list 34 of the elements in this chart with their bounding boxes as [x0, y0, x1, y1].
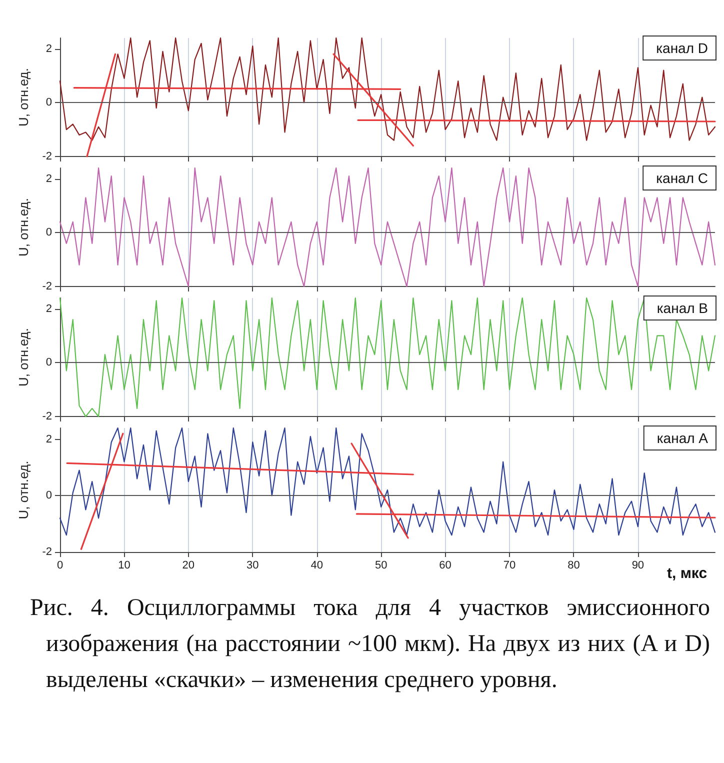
y-tick-label: 0: [46, 226, 52, 239]
series-label: канал B: [656, 300, 708, 316]
y-tick-label: 2: [46, 172, 52, 185]
x-tick-label: 40: [310, 560, 323, 572]
y-tick-label: -2: [42, 280, 52, 292]
y-tick-label: 2: [46, 42, 52, 55]
y-tick-label: -2: [42, 150, 52, 162]
x-tick-label: 30: [246, 560, 259, 572]
y-tick-label: -2: [42, 546, 52, 558]
x-tick-label: 90: [632, 560, 644, 572]
x-axis-title: t, мкс: [667, 565, 708, 582]
y-axis-title: U, отн.ед.: [16, 198, 31, 256]
y-tick-label: -2: [42, 410, 52, 422]
x-tick-label: 70: [503, 560, 516, 572]
x-tick-label: 60: [439, 560, 452, 572]
y-axis-title: U, отн.ед.: [16, 68, 31, 126]
y-tick-label: 0: [46, 490, 52, 502]
y-tick-label: 0: [46, 96, 52, 109]
text: канал A: [656, 430, 709, 446]
series-label: канал D: [656, 40, 708, 56]
x-tick-label: 10: [118, 560, 130, 572]
y-tick-label: 0: [46, 356, 52, 369]
y-axis-title: U, отн.ед.: [16, 460, 31, 520]
line-series: [59, 37, 716, 141]
x-tick-label: 20: [182, 560, 195, 572]
x-tick-label: 0: [56, 560, 64, 572]
y-tick-label: 2: [46, 433, 52, 446]
y-axis-title: U, отн.ед.: [16, 328, 31, 386]
text: Рис. 4. Осциллограммы тока для 4 участков эмиссионного изображения (на расстоянии ~100 мкм). На двух из них (A и D) выделены «скачки» – изменения среднего уровня.: [29, 594, 711, 695]
x-tick-label: 80: [568, 560, 580, 572]
series-label: канал C: [656, 170, 708, 186]
y-tick-label: 2: [46, 302, 52, 315]
line-series: [59, 427, 716, 536]
x-tick-label: 50: [374, 560, 388, 572]
